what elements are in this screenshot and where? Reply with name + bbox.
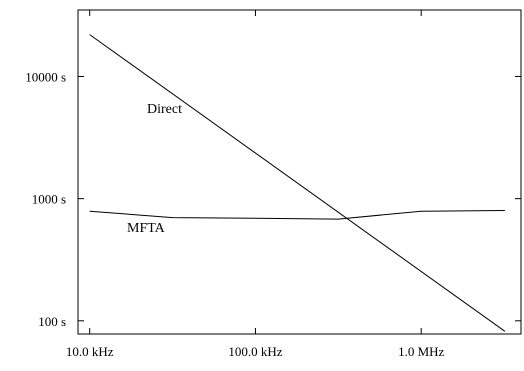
x-tick-label: 10.0 kHz <box>66 344 114 359</box>
series-line-mfta <box>89 210 505 220</box>
y-tick-label: 10000 s <box>25 69 66 84</box>
x-tick-label: 100.0 kHz <box>228 344 282 359</box>
series-layer <box>89 34 506 332</box>
x-tick-label: 1.0 MHz <box>398 344 444 359</box>
y-tick-label: 100 s <box>38 314 66 329</box>
series-label-direct: Direct <box>147 102 182 117</box>
plot-frame <box>77 9 522 335</box>
y-tick-label: 1000 s <box>32 192 66 207</box>
labels-layer: 10.0 kHz 100.0 kHz 1.0 MHz 100 s 1000 s 10000… <box>25 69 444 359</box>
series-line-direct <box>89 34 506 332</box>
series-label-mfta: MFTA <box>127 221 166 236</box>
ticks-layer <box>78 10 521 334</box>
